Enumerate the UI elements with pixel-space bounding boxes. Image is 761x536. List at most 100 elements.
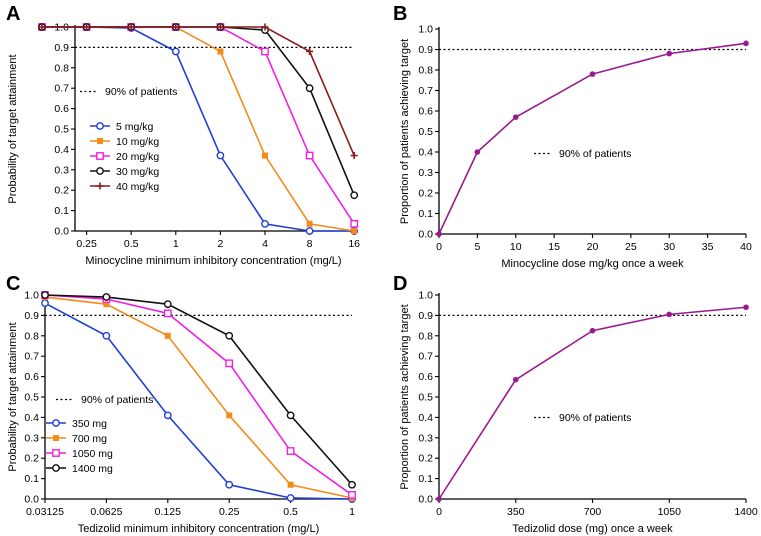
x-tick-label: 0.03125 bbox=[26, 506, 64, 518]
y-axis-label: Probability of target attainment bbox=[7, 322, 19, 471]
legend-swatch-marker bbox=[96, 167, 104, 175]
x-tick-label: 30 bbox=[663, 241, 675, 253]
x-tick-label: 35 bbox=[702, 241, 714, 253]
data-point bbox=[512, 376, 519, 383]
data-point bbox=[306, 47, 314, 55]
data-point bbox=[41, 291, 49, 299]
data-point bbox=[225, 480, 234, 489]
legend-entry: 350 mg bbox=[72, 418, 107, 430]
data-point bbox=[305, 84, 314, 93]
data-point bbox=[743, 40, 749, 47]
series-line bbox=[44, 294, 353, 486]
data-point bbox=[512, 114, 519, 120]
x-tick-label: 40 bbox=[740, 241, 752, 253]
series-line bbox=[44, 294, 353, 496]
panel-A: A0.00.10.20.30.40.50.60.70.80.91.00.25 0.… bbox=[6, 3, 360, 267]
x-axis-label: Tedizolid minimum inhibitory concentrati… bbox=[78, 523, 319, 535]
legend-entry: 5 mg/kg bbox=[116, 121, 154, 133]
data-point bbox=[102, 293, 111, 301]
data-point bbox=[226, 412, 233, 419]
data-point bbox=[261, 23, 269, 31]
data-point bbox=[217, 48, 224, 55]
panel-letter: C bbox=[6, 273, 20, 295]
y-tick-label: 0.6 bbox=[54, 103, 69, 115]
data-point bbox=[41, 299, 49, 308]
y-tick-label: 0.7 bbox=[54, 83, 69, 95]
data-point bbox=[164, 332, 171, 339]
data-point bbox=[351, 228, 358, 234]
data-point bbox=[436, 496, 442, 502]
x-tick-label: 1 bbox=[349, 506, 355, 518]
x-tick-label: 1 bbox=[173, 238, 179, 250]
data-point bbox=[287, 481, 294, 488]
series-4 bbox=[41, 291, 356, 489]
data-point bbox=[350, 219, 359, 228]
y-tick-label: 0.4 bbox=[24, 412, 39, 424]
y-tick-label: 0.8 bbox=[418, 330, 433, 342]
data-point bbox=[589, 71, 596, 77]
data-point bbox=[261, 219, 269, 228]
y-tick-label: 1.0 bbox=[418, 24, 433, 36]
x-axis-label: Tedizolid dose (mg) once a week bbox=[512, 523, 673, 535]
x-tick-label: 5 bbox=[474, 241, 480, 253]
y-tick-label: 0.4 bbox=[418, 412, 433, 424]
series-line bbox=[44, 302, 353, 500]
panel-letter: A bbox=[6, 3, 20, 25]
x-tick-label: 10 bbox=[510, 241, 522, 253]
y-tick-label: 0.8 bbox=[54, 62, 69, 74]
data-point bbox=[286, 494, 295, 502]
y-tick-label: 0.8 bbox=[24, 330, 39, 342]
y-tick-label: 0.5 bbox=[24, 392, 39, 404]
y-tick-label: 0.1 bbox=[418, 208, 433, 220]
series-line bbox=[42, 26, 355, 156]
series-2 bbox=[39, 24, 358, 234]
y-tick-label: 0.3 bbox=[24, 432, 39, 444]
x-tick-label: 0.125 bbox=[155, 506, 181, 518]
legend-entry: 40 mg/kg bbox=[116, 181, 159, 193]
data-point bbox=[38, 23, 46, 31]
data-point bbox=[225, 331, 234, 340]
y-axis-label: Probability of target attainment bbox=[7, 54, 19, 203]
y-tick-label: 0.6 bbox=[24, 371, 39, 383]
x-tick-label: 0.5 bbox=[124, 238, 139, 250]
series-line bbox=[438, 306, 747, 500]
y-tick-label: 0.2 bbox=[418, 453, 433, 465]
legend-entry: 20 mg/kg bbox=[116, 151, 159, 163]
panel-D: D 0.0 0.1 0.2 0.3 0.4 0.5 0.6 0.7 0.8 0.9 1.0 0 350 70… bbox=[393, 273, 758, 535]
y-tick-label: 0.4 bbox=[418, 147, 433, 159]
legend-entry: 700 mg bbox=[72, 433, 107, 445]
y-tick-label: 0.1 bbox=[24, 473, 39, 485]
data-point bbox=[666, 311, 673, 318]
y-tick-label: 0.2 bbox=[24, 453, 39, 465]
series-1 bbox=[436, 304, 749, 502]
legend-swatch-marker bbox=[96, 182, 104, 190]
data-point bbox=[305, 227, 314, 235]
data-point bbox=[262, 152, 268, 159]
series-line bbox=[438, 42, 747, 235]
y-tick-label: 0.3 bbox=[418, 167, 433, 179]
y-tick-label: 1.0 bbox=[24, 290, 39, 302]
y-tick-label: 0.9 bbox=[418, 310, 433, 322]
x-tick-label: 350 bbox=[507, 506, 525, 518]
data-point bbox=[172, 23, 180, 31]
series-line bbox=[42, 26, 355, 225]
x-tick-label: 20 bbox=[587, 241, 599, 253]
x-tick-label: 8 bbox=[307, 238, 313, 250]
data-point bbox=[666, 50, 673, 57]
y-tick-label: 0.4 bbox=[54, 144, 69, 156]
x-tick-label: 4 bbox=[262, 238, 268, 250]
data-point bbox=[306, 220, 313, 227]
y-tick-label: 0.5 bbox=[418, 392, 433, 404]
data-point bbox=[743, 304, 749, 311]
data-point bbox=[305, 151, 314, 160]
x-tick-label: 1400 bbox=[734, 506, 758, 518]
data-point bbox=[127, 23, 135, 31]
x-axis-label: Minocycline minimum inhibitory concentra… bbox=[85, 255, 341, 267]
y-tick-label: 1.0 bbox=[418, 290, 433, 302]
x-tick-label: 700 bbox=[584, 506, 602, 518]
data-point bbox=[102, 331, 111, 340]
y-tick-label: 0.6 bbox=[418, 106, 433, 118]
y-tick-label: 0.1 bbox=[54, 205, 69, 217]
legend-swatch-marker bbox=[52, 449, 60, 457]
